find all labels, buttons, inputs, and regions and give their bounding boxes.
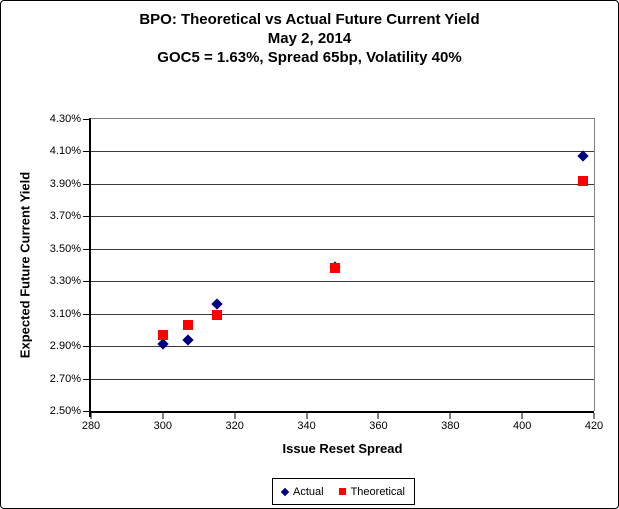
gridline <box>91 281 594 283</box>
data-point-actual <box>182 333 194 346</box>
y-axis-title: Expected Future Current Yield <box>17 171 33 359</box>
y-tick-label: 3.10% <box>49 307 81 320</box>
data-point-actual <box>211 298 223 310</box>
gridline <box>91 248 594 250</box>
y-tick-label: 3.30% <box>49 275 81 288</box>
gridline <box>91 183 594 185</box>
chart-title: BPO: Theoretical vs Actual Future Curren… <box>139 11 480 28</box>
y-tick-label: 2.70% <box>49 372 81 385</box>
y-axis-tick <box>83 183 89 185</box>
x-axis-tick <box>306 413 308 419</box>
gridline <box>91 216 594 218</box>
plot-border-right <box>594 118 595 411</box>
x-tick-label: 320 <box>225 420 244 432</box>
x-axis-tick <box>90 413 92 419</box>
legend-label-theoretical: Theoretical <box>350 485 405 498</box>
x-axis-line <box>89 411 594 413</box>
data-point-theoretical <box>330 263 341 274</box>
y-axis-tick <box>83 119 89 120</box>
data-point-actual <box>157 338 169 351</box>
y-axis-tick <box>83 411 89 412</box>
data-point-theoretical <box>157 329 168 340</box>
x-axis-tick <box>449 413 451 419</box>
plot-area: 2.50% 2.70% 2.90% 3.10% 3.30% 3.50% 3.70% 3.90%… <box>50 113 603 432</box>
x-axis-tick <box>234 413 236 419</box>
plot-border-top <box>91 118 595 119</box>
legend: Actual Theoretical <box>272 478 415 505</box>
x-tick-label: 380 <box>441 420 460 432</box>
x-tick-label: 300 <box>153 420 173 432</box>
x-axis-tick <box>521 413 523 419</box>
data-point-theoretical <box>183 320 193 331</box>
x-axis-title: Issue Reset Spread <box>282 441 403 456</box>
y-tick-label: 4.10% <box>49 145 81 158</box>
x-axis-tick <box>593 413 595 419</box>
gridline <box>91 151 594 153</box>
legend-item-actual: Actual <box>280 485 324 498</box>
y-axis-tick <box>83 281 89 283</box>
x-tick-label: 400 <box>512 420 532 432</box>
x-tick-label: 340 <box>297 420 316 432</box>
y-axis-tick <box>83 151 89 153</box>
gridline <box>91 313 594 315</box>
chart-subtitle-date: May 2, 2014 <box>267 30 352 47</box>
chart-title-block: BPO: Theoretical vs Actual Future Curren… <box>1 10 618 67</box>
gridline <box>91 378 594 380</box>
data-point-theoretical <box>211 310 222 321</box>
y-tick-label: 2.90% <box>49 340 81 353</box>
data-point-theoretical <box>578 175 589 186</box>
y-axis-tick <box>83 346 89 348</box>
y-tick-label: 3.50% <box>49 242 81 255</box>
y-tick-label: 3.70% <box>49 210 81 223</box>
y-axis-tick <box>83 248 89 250</box>
y-tick-label: 3.90% <box>49 177 81 190</box>
gridline <box>91 346 594 348</box>
x-tick-label: 280 <box>81 420 101 432</box>
y-axis-tick <box>83 378 89 380</box>
x-tick-label: 420 <box>584 420 604 432</box>
diamond-icon <box>280 487 290 496</box>
legend-label-actual: Actual <box>293 485 324 498</box>
y-axis-tick <box>83 216 89 218</box>
y-axis-tick <box>83 313 89 315</box>
y-tick-label: 4.30% <box>49 113 81 125</box>
legend-item-theoretical: Theoretical <box>338 485 405 498</box>
y-tick-label: 2.50% <box>49 405 81 417</box>
x-axis-tick <box>162 413 164 419</box>
x-tick-label: 360 <box>369 420 388 432</box>
x-axis-tick <box>377 413 379 419</box>
y-axis-line <box>89 118 91 417</box>
square-icon <box>338 488 346 495</box>
chart-subtitle-params: GOC5 = 1.63%, Spread 65bp, Volatility 40… <box>157 49 462 66</box>
